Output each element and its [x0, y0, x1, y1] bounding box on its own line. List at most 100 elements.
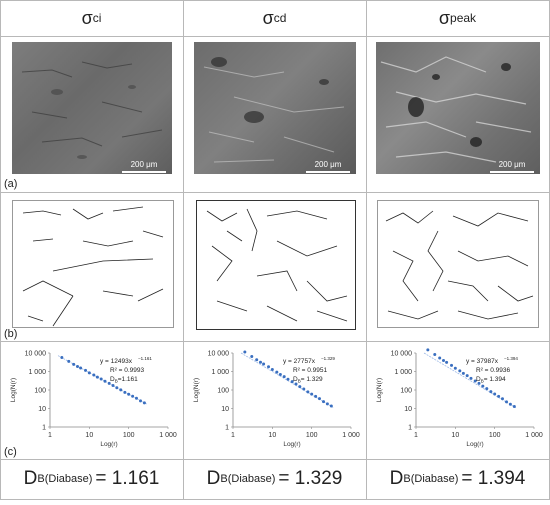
x-tick-label: 1 000	[525, 432, 543, 439]
data-point	[290, 380, 294, 384]
data-point	[329, 404, 333, 408]
fit-equation: y = 12493x	[100, 358, 133, 365]
sem-image-peak: 200 μm	[376, 42, 540, 174]
fit-equation: y = 37987x	[466, 358, 499, 365]
data-point	[481, 384, 485, 388]
x-tick-label: 1 000	[159, 432, 177, 439]
y-axis-label: Log(N(r)	[10, 378, 17, 402]
panel-label-a: (a)	[4, 178, 18, 190]
data-point	[314, 394, 318, 398]
x-axis-label: Log(r)	[100, 441, 117, 448]
y-axis-label: Log(N(r)	[376, 378, 383, 402]
data-point	[512, 405, 516, 409]
sem-image-cd: 200 μm	[194, 42, 356, 174]
column-header-cd: σ cd	[262, 7, 287, 28]
db-annotation: DB= 1.329	[293, 376, 323, 384]
db-annotation: DB=1.161	[110, 376, 138, 384]
sem-image-ci: 200 μm	[12, 42, 172, 174]
data-point	[500, 397, 504, 401]
y-tick-label: 10 000	[391, 351, 413, 358]
data-point	[438, 356, 442, 360]
data-point	[267, 365, 271, 369]
x-tick-label: 100	[123, 432, 135, 439]
data-point	[275, 370, 279, 374]
data-point	[445, 360, 449, 364]
data-point	[461, 371, 465, 375]
crack-trace-ci	[12, 200, 174, 328]
fit-exponent: −1.329	[321, 356, 335, 361]
x-tick-label: 1	[48, 432, 52, 439]
data-point	[286, 377, 290, 381]
data-point	[505, 400, 509, 404]
data-point	[92, 373, 96, 377]
crack-trace-peak	[377, 200, 539, 328]
data-point	[255, 358, 259, 362]
y-tick-label: 10	[404, 406, 412, 413]
scale-bar: 200 μm	[306, 160, 350, 173]
sem-texture	[380, 56, 532, 163]
y-tick-label: 100	[400, 388, 412, 395]
loglog-plot-ci: 1 10 100 1 000 10 000 1 10 100 1 000 Log(N(r) Log(…	[10, 351, 177, 449]
fit-exponent: −1.161	[138, 356, 152, 361]
grid-line	[0, 0, 550, 1]
data-point	[99, 377, 103, 381]
data-point	[107, 381, 111, 385]
data-point	[493, 392, 497, 396]
sem-texture	[203, 57, 345, 163]
data-point	[250, 354, 254, 358]
data-point	[119, 388, 123, 392]
x-tick-label: 1	[414, 432, 418, 439]
fit-equation: y = 27757x	[283, 358, 316, 365]
data-point	[72, 362, 76, 366]
x-axis-label: Log(r)	[283, 441, 300, 448]
data-point	[127, 392, 131, 396]
data-point	[310, 392, 314, 396]
data-point	[270, 368, 274, 372]
data-point	[79, 366, 83, 370]
crack-trace	[206, 208, 348, 322]
scale-bar: 200 μm	[122, 160, 166, 173]
r-squared: R² = 0.9993	[110, 367, 145, 374]
data-point	[67, 359, 71, 363]
y-tick-label: 1 000	[28, 369, 46, 376]
x-tick-label: 10	[451, 432, 459, 439]
y-tick-label: 100	[34, 388, 46, 395]
db-annotation: DB= 1.394	[476, 376, 506, 384]
y-tick-label: 1 000	[211, 369, 229, 376]
crack-trace	[22, 206, 164, 327]
x-tick-label: 10	[85, 432, 93, 439]
fit-exponent: −1.394	[504, 356, 518, 361]
data-point	[103, 379, 107, 383]
data-point	[282, 375, 286, 379]
data-point	[123, 390, 127, 394]
grid-line	[0, 0, 1, 500]
r-squared: R² = 0.9951	[293, 367, 328, 374]
column-header-peak: σ peak	[438, 7, 477, 28]
data-point	[95, 375, 99, 379]
grid-line	[366, 0, 367, 500]
column-header-ci: σ ci	[81, 7, 102, 28]
data-point	[262, 362, 266, 366]
grid-line	[183, 0, 184, 500]
grid-line	[0, 36, 550, 37]
y-tick-label: 10	[221, 406, 229, 413]
loglog-plot-cd: 1 10 100 1 000 10 000 1 10 100 1 000 Log(N(r) Log(…	[193, 350, 360, 448]
x-tick-label: 10	[268, 432, 276, 439]
data-point	[134, 396, 138, 400]
data-point	[278, 372, 282, 376]
y-tick-label: 10 000	[208, 351, 230, 358]
data-point	[87, 371, 91, 375]
grid-line	[0, 192, 550, 193]
fractal-dimension-cd: D B(Diabase) = 1.329	[206, 468, 343, 489]
r-squared: R² = 0.9936	[476, 367, 511, 374]
data-point	[508, 402, 512, 406]
panel-label-c: (c)	[4, 446, 17, 458]
data-point	[469, 376, 473, 380]
x-tick-label: 1	[231, 432, 235, 439]
y-tick-label: 10	[38, 406, 46, 413]
data-point	[322, 400, 326, 404]
data-point	[131, 394, 135, 398]
y-tick-label: 1	[408, 425, 412, 432]
data-point	[485, 387, 489, 391]
